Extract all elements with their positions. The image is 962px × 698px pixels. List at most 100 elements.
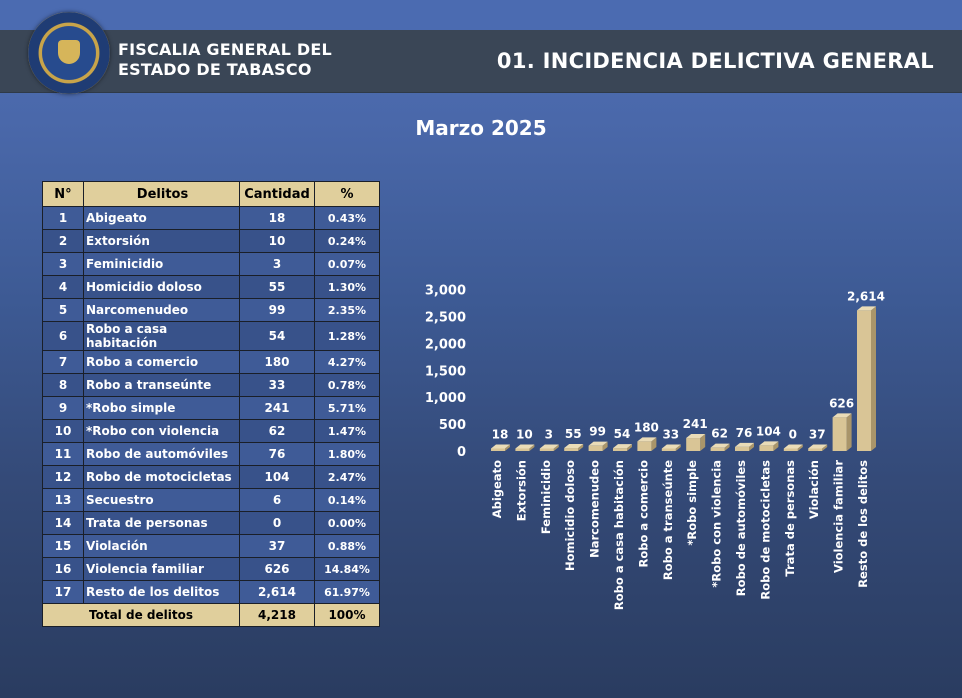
bar-value-label: 626: [829, 396, 854, 410]
bar: [735, 442, 754, 451]
row-percent: 2.47%: [314, 465, 380, 489]
organization-name: FISCALIA GENERAL DEL ESTADO DE TABASCO: [118, 40, 332, 80]
row-delito: Secuestro: [83, 488, 240, 512]
row-number: 13: [42, 488, 84, 512]
row-cantidad: 33: [239, 373, 315, 397]
header-percent: %: [314, 181, 380, 207]
bar: [661, 444, 681, 451]
bar-side: [846, 413, 852, 451]
table-header-row: N° Delitos Cantidad %: [42, 181, 380, 207]
y-tick-label: 2,500: [425, 311, 466, 326]
bar-value-label: 3: [545, 428, 553, 442]
bar-side: [505, 444, 510, 451]
bar-side: [578, 444, 584, 451]
bar-side: [675, 444, 681, 451]
row-cantidad: 37: [239, 534, 315, 558]
row-number: 10: [42, 419, 84, 443]
table-row: 5 Narcomenudeo 99 2.35%: [42, 298, 380, 322]
x-tick-label: Narcomenudeo: [588, 460, 602, 558]
row-percent: 0.43%: [314, 206, 380, 230]
bar-side: [822, 444, 828, 451]
total-percent: 100%: [314, 603, 380, 627]
crime-table: N° Delitos Cantidad % 1 Abigeato 18 0.43% 2 E…: [42, 181, 380, 627]
row-percent: 0.78%: [314, 373, 380, 397]
row-number: 16: [42, 557, 84, 581]
bar: [637, 437, 657, 451]
table-row: 9 *Robo simple 241 5.71%: [42, 396, 380, 420]
x-tick-label: Resto de los delitos: [856, 460, 870, 588]
total-cantidad: 4,218: [239, 603, 315, 627]
row-number: 14: [42, 511, 84, 535]
bar-front: [564, 448, 579, 451]
bar-top: [564, 444, 584, 449]
bar-side: [797, 444, 803, 451]
bar-front: [808, 448, 823, 451]
bar-value-label: 76: [736, 426, 753, 440]
seal-emblem: [58, 40, 80, 64]
bar-top: [783, 444, 803, 449]
bar-side: [553, 444, 559, 451]
x-tick-label: Homicidio doloso: [563, 460, 577, 571]
bar-top: [539, 444, 559, 449]
row-percent: 5.71%: [314, 396, 380, 420]
x-tick-label: Violencia familiar: [832, 460, 846, 573]
bar-front: [491, 448, 505, 451]
bar-value-label: 33: [662, 428, 679, 442]
bar-side: [871, 306, 876, 451]
bar-front: [515, 448, 530, 451]
bar-value-label: 55: [565, 427, 582, 441]
y-tick-label: 0: [457, 445, 466, 460]
row-number: 9: [42, 396, 84, 420]
x-tick-label: Extorsión: [514, 460, 528, 521]
row-cantidad: 6: [239, 488, 315, 512]
bar-top: [710, 443, 730, 448]
x-tick-label: *Robo simple: [685, 460, 699, 546]
row-cantidad: 10: [239, 229, 315, 253]
row-delito: *Robo simple: [83, 396, 240, 420]
row-percent: 0.88%: [314, 534, 380, 558]
row-cantidad: 18: [239, 206, 315, 230]
bar-front: [539, 448, 554, 451]
bar-front: [588, 445, 603, 451]
x-tick-label: Robo a transeúnte: [661, 460, 675, 580]
bar-side: [724, 443, 730, 451]
bar-value-label: 62: [711, 427, 728, 441]
bar-side: [602, 441, 608, 451]
row-delito: Violencia familiar: [83, 557, 240, 581]
bar-front: [613, 448, 627, 451]
bar-top: [857, 306, 876, 311]
page-header: [0, 30, 962, 93]
row-number: 5: [42, 298, 84, 322]
bar: [539, 444, 559, 451]
bar-front: [735, 446, 749, 451]
page-title: 01. INCIDENCIA DELICTIVA GENERAL: [496, 49, 934, 73]
row-percent: 0.00%: [314, 511, 380, 535]
bar-front: [637, 441, 652, 451]
row-cantidad: 99: [239, 298, 315, 322]
row-cantidad: 55: [239, 275, 315, 299]
row-percent: 0.24%: [314, 229, 380, 253]
bar-front: [661, 448, 676, 451]
bar-top: [759, 441, 779, 446]
table-row: 16 Violencia familiar 626 14.84%: [42, 557, 380, 581]
bar-front: [832, 417, 847, 451]
bar: [564, 444, 584, 451]
row-percent: 1.28%: [314, 321, 380, 351]
row-percent: 1.30%: [314, 275, 380, 299]
row-number: 3: [42, 252, 84, 276]
x-tick-label: Trata de personas: [783, 460, 797, 577]
row-delito: Extorsión: [83, 229, 240, 253]
bar-top: [832, 413, 852, 418]
table-row: 2 Extorsión 10 0.24%: [42, 229, 380, 253]
table-row: 8 Robo a transeúnte 33 0.78%: [42, 373, 380, 397]
bar: [686, 434, 706, 451]
row-percent: 4.27%: [314, 350, 380, 374]
row-delito: Abigeato: [83, 206, 240, 230]
bar-value-label: 0: [789, 428, 797, 442]
row-number: 1: [42, 206, 84, 230]
table-row: 11 Robo de automóviles 76 1.80%: [42, 442, 380, 466]
row-number: 4: [42, 275, 84, 299]
row-delito: Robo a transeúnte: [83, 373, 240, 397]
bar: [783, 444, 803, 451]
